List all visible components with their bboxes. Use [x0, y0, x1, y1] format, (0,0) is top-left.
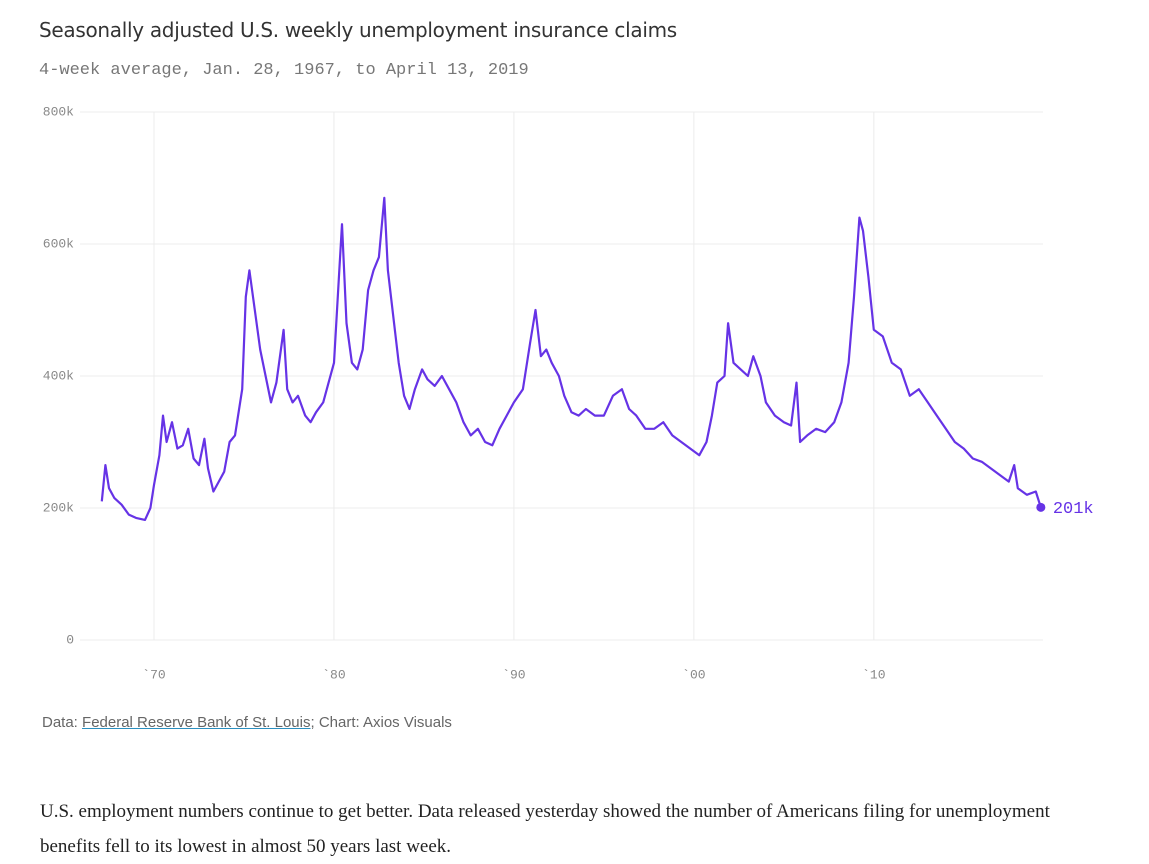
y-tick-label: 200k — [43, 500, 74, 515]
end-point — [1036, 502, 1046, 512]
end-label: 201k — [1053, 500, 1094, 519]
x-tick-label: `90 — [502, 667, 525, 682]
source-link[interactable]: Federal Reserve Bank of St. Louis — [82, 714, 311, 731]
y-tick-label: 600k — [43, 236, 74, 251]
data-line — [100, 196, 1042, 521]
chart-subtitle: 4-week average, Jan. 28, 1967, to April … — [39, 61, 529, 80]
chart-title: Seasonally adjusted U.S. weekly unemploy… — [39, 18, 677, 42]
source-prefix: Data: — [42, 714, 83, 731]
y-tick-label: 400k — [43, 368, 74, 383]
x-tick-label: `00 — [682, 667, 705, 682]
x-tick-label: `70 — [142, 667, 165, 682]
chart: 0 200k 400k 600k 800k `70 `80 `90 `00 `10 201k — [43, 104, 1094, 682]
article-paragraph: U.S. employment numbers continue to get … — [40, 801, 1050, 857]
x-tick-label: `10 — [862, 667, 885, 682]
source-note: Data: Federal Reserve Bank of St. Louis;… — [42, 714, 452, 731]
y-tick-label: 800k — [43, 104, 74, 119]
x-tick-label: `80 — [322, 667, 345, 682]
y-tick-label: 0 — [66, 632, 74, 647]
source-suffix: ; Chart: Axios Visuals — [310, 714, 452, 731]
